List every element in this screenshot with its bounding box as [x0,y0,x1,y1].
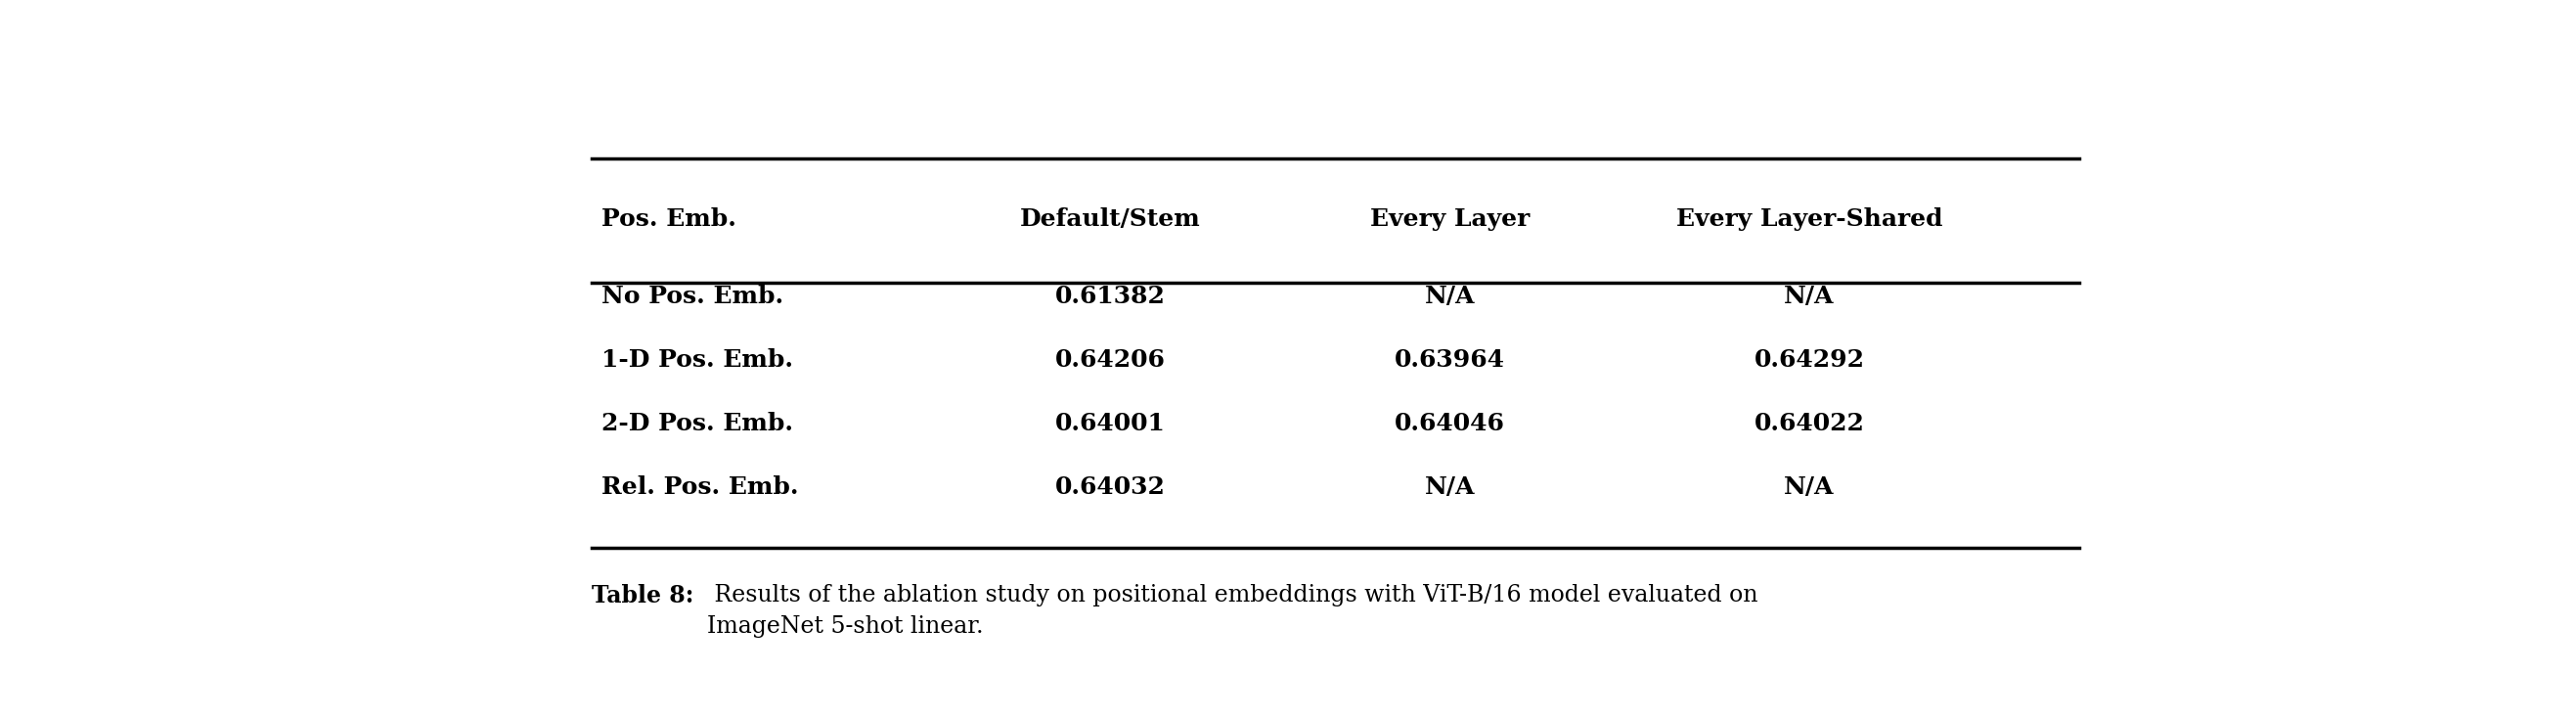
Text: 0.64046: 0.64046 [1394,411,1504,435]
Text: 0.64022: 0.64022 [1754,411,1865,435]
Text: Results of the ablation study on positional embeddings with ViT-B/16 model evalu: Results of the ablation study on positio… [708,584,1759,638]
Text: Default/Stem: Default/Stem [1020,207,1200,230]
Text: 2-D Pos. Emb.: 2-D Pos. Emb. [603,411,793,435]
Text: No Pos. Emb.: No Pos. Emb. [603,284,783,308]
Text: 1-D Pos. Emb.: 1-D Pos. Emb. [603,348,793,371]
Text: 0.64032: 0.64032 [1056,475,1167,499]
Text: 0.64001: 0.64001 [1056,411,1167,435]
Text: 0.61382: 0.61382 [1056,284,1167,308]
Text: Pos. Emb.: Pos. Emb. [603,207,737,230]
Text: 0.64292: 0.64292 [1754,348,1865,371]
Text: Every Layer: Every Layer [1370,207,1530,230]
Text: Rel. Pos. Emb.: Rel. Pos. Emb. [603,475,799,499]
Text: N/A: N/A [1785,475,1834,499]
Text: N/A: N/A [1785,284,1834,308]
Text: N/A: N/A [1425,475,1476,499]
Text: Every Layer-Shared: Every Layer-Shared [1677,207,1942,230]
Text: 0.64206: 0.64206 [1056,348,1167,371]
Text: N/A: N/A [1425,284,1476,308]
Text: 0.63964: 0.63964 [1394,348,1504,371]
Text: Table 8:: Table 8: [592,584,693,607]
